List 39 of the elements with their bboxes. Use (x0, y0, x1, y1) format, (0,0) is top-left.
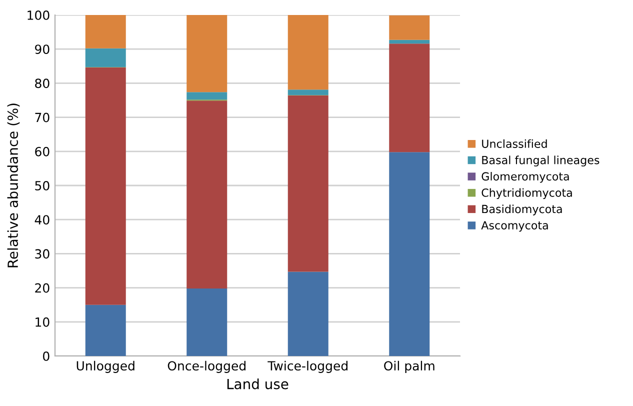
y-tick-label: 80 (35, 78, 50, 88)
legend-label: Unclassified (482, 139, 547, 148)
bar (389, 152, 430, 356)
y-tick-label: 50 (35, 180, 50, 190)
y-tick-label: 10 (36, 317, 50, 327)
bar (186, 15, 228, 92)
x-tick-label: Twice-logged (268, 360, 348, 373)
y-tick-label: 70 (35, 112, 50, 122)
y-tick-label: 20 (35, 283, 50, 293)
bar (186, 288, 228, 356)
y-tick-label: 40 (34, 215, 50, 225)
x-tick-label: Oil palm (384, 360, 434, 373)
legend-label: Basal fungal lineages (482, 156, 600, 166)
bar (288, 15, 328, 90)
y-tick-label: 30 (35, 249, 50, 259)
x-tick-label: Unlogged (76, 360, 134, 373)
y-tick-label: 0 (43, 351, 50, 361)
legend-label: Ascomycota (481, 221, 548, 232)
bar (85, 304, 126, 356)
bar (85, 68, 126, 305)
legend-label: Basidiomycota (482, 204, 562, 216)
y-tick-label: 100 (28, 10, 50, 20)
x-axis-title: Land use (227, 378, 288, 390)
bar (85, 48, 126, 68)
y-tick-label: 90 (35, 44, 50, 54)
bar (389, 15, 430, 40)
y-tick-label: 60 (35, 146, 50, 156)
bar (85, 15, 126, 48)
bar (288, 272, 328, 356)
y-axis-title: Relative abundance (%) (7, 104, 20, 268)
x-tick-label: Once-logged (168, 360, 246, 373)
bar (288, 90, 328, 96)
bar (288, 95, 328, 272)
bar (389, 44, 430, 152)
legend-label: Chytridiomycota (482, 188, 572, 200)
bar (186, 92, 228, 100)
bar (389, 40, 430, 44)
legend-label: Glomeromycota (482, 172, 569, 183)
bar (186, 100, 228, 288)
